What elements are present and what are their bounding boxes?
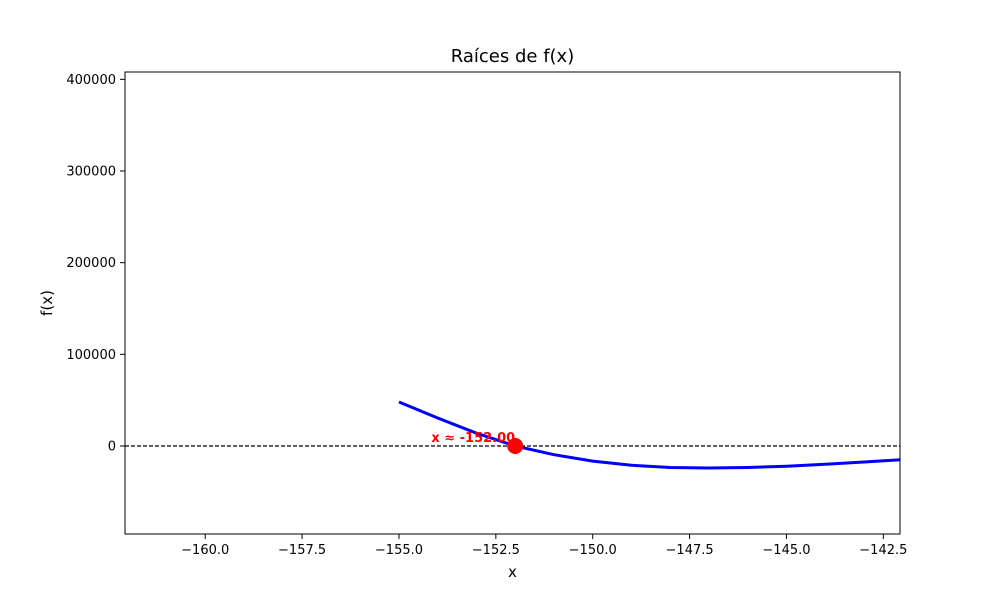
root-label-0: x ≈ -152.00 bbox=[431, 431, 515, 446]
plot-frame bbox=[124, 71, 901, 535]
y-tick-label: 100000 bbox=[66, 348, 116, 363]
x-tick-label: −150.0 bbox=[569, 543, 617, 558]
x-tick-label: −152.5 bbox=[472, 543, 520, 558]
y-tick-label: 0 bbox=[108, 440, 116, 455]
x-tick-label: −142.5 bbox=[859, 543, 907, 558]
chart-title: Raíces de f(x) bbox=[451, 46, 574, 67]
y-tick-label: 200000 bbox=[66, 256, 116, 271]
root-marker-0 bbox=[507, 438, 524, 454]
y-axis-label: f(x) bbox=[38, 290, 56, 316]
x-tick-label: −147.5 bbox=[666, 543, 714, 558]
x-tick-label: −155.0 bbox=[375, 543, 423, 558]
series-line-0 bbox=[398, 400, 900, 470]
plot-area: x ≈ -152.00 −160.0 −157.5 −155.0 −152.5 −150.… bbox=[66, 71, 907, 558]
x-tick-label: −145.0 bbox=[762, 543, 810, 558]
y-tick-label: 300000 bbox=[66, 165, 116, 180]
x-tick-label: −160.0 bbox=[181, 543, 229, 558]
x-axis-label: x bbox=[508, 563, 517, 581]
x-tick-label: −157.5 bbox=[278, 543, 326, 558]
y-tick-label: 400000 bbox=[66, 73, 116, 88]
